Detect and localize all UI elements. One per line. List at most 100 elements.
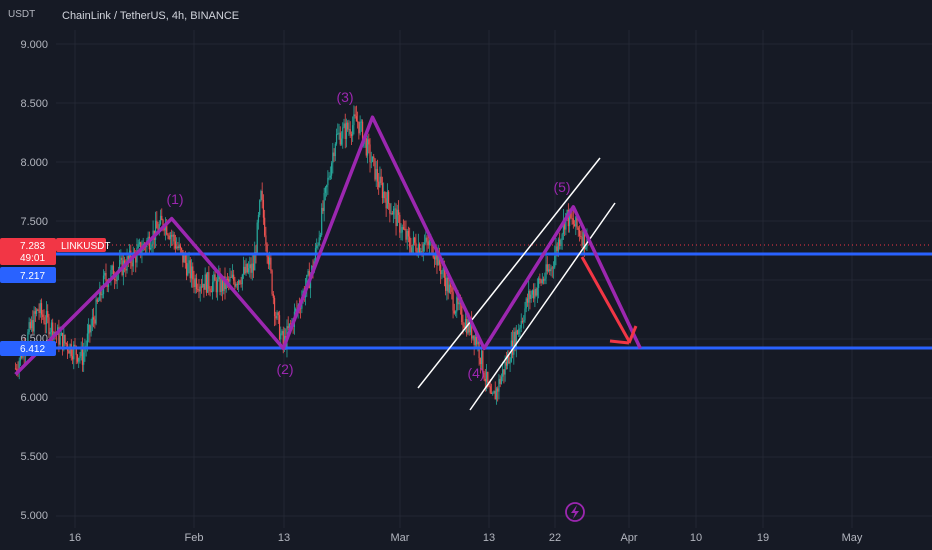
candle-body [209, 288, 211, 292]
candle-body [545, 264, 547, 279]
candle-body [202, 283, 204, 287]
candle-body [334, 143, 336, 157]
channel-upper-line[interactable] [417, 157, 601, 389]
candle-body [151, 244, 153, 248]
level-lower-badge[interactable]: 6.412 [0, 341, 56, 356]
candle-body [195, 278, 198, 290]
candle-body [99, 287, 101, 301]
candle-body [343, 123, 345, 128]
candle-body [244, 266, 246, 274]
candle-body [288, 323, 291, 329]
candle-body [190, 266, 193, 279]
candle-body [487, 371, 489, 384]
candle-body [270, 257, 272, 271]
candle-body [135, 254, 137, 263]
candle-body [464, 318, 467, 328]
last-price-badge[interactable]: 7.283 49:01 [0, 238, 56, 265]
candle-body [585, 247, 587, 250]
candle-body [211, 282, 214, 293]
candle-body [480, 350, 483, 365]
candle-body [539, 278, 541, 280]
y-tick-label: 5.500 [20, 451, 48, 463]
candle-body [280, 333, 282, 340]
candle-body [482, 350, 484, 373]
candle-body [260, 191, 262, 201]
candle-body [70, 344, 72, 357]
candle-body [318, 237, 320, 245]
candle-body [500, 376, 503, 384]
candle-body [172, 234, 174, 237]
candle-body [514, 331, 516, 348]
candle-body [410, 247, 412, 253]
candle-body [89, 324, 91, 333]
symbol-title[interactable]: ChainLink / TetherUS, 4h, BINANCE [62, 10, 239, 22]
candle-body [73, 344, 75, 360]
chart-grid [56, 30, 932, 528]
candle-body [42, 314, 44, 318]
elliott-wave-line[interactable] [14, 115, 642, 376]
candle-body [220, 279, 222, 293]
candle-body [185, 262, 188, 276]
candle-body [498, 378, 500, 392]
candle-body [223, 276, 225, 291]
candle-body [544, 278, 546, 281]
candle-body [441, 271, 443, 275]
candle-body [457, 297, 459, 305]
candle-body [38, 310, 40, 314]
candle-body [266, 244, 268, 258]
candle-body [91, 317, 93, 326]
projection-arrow[interactable] [580, 256, 638, 345]
countdown-value: 49:01 [20, 253, 45, 264]
candle-body [339, 132, 341, 145]
candle-body [490, 392, 493, 394]
candle-body [354, 114, 356, 117]
candle-body [451, 287, 453, 292]
candle-body [184, 255, 186, 263]
candle-body [158, 224, 160, 233]
candle-body [468, 319, 470, 333]
candle-body [526, 298, 529, 303]
candle-body [251, 263, 253, 273]
candle-body [353, 114, 355, 126]
candle-body [337, 133, 339, 135]
candle-body [488, 383, 490, 387]
candle-body [181, 248, 183, 250]
x-tick-label: Apr [620, 532, 637, 544]
candle-body [392, 208, 395, 215]
level-upper-badge[interactable]: 7.217 [0, 267, 56, 283]
candle-body [34, 311, 36, 314]
candle-body [48, 317, 50, 335]
candle-body [322, 207, 324, 212]
candle-body [29, 322, 31, 329]
channel-lower-line[interactable] [469, 202, 616, 411]
candle-body [453, 310, 455, 314]
candle-body [161, 215, 163, 221]
candle-body [390, 213, 392, 214]
candle-body [400, 232, 402, 234]
candle-body [472, 335, 474, 339]
lightning-icon[interactable] [565, 502, 585, 522]
candle-body [277, 312, 279, 316]
candle-body [427, 241, 429, 246]
candle-body [306, 275, 308, 289]
candle-body [340, 138, 343, 145]
candle-body [556, 246, 558, 251]
candle-body [381, 182, 384, 199]
candle-body [231, 274, 234, 278]
candle-body [71, 356, 74, 360]
candle-body [27, 332, 29, 346]
candle-body [257, 214, 260, 223]
symbol-badge[interactable]: LINKUSDT [56, 238, 110, 252]
candle-body [250, 264, 252, 273]
candle-body [254, 252, 256, 271]
candle-body [384, 191, 386, 199]
candle-body [573, 224, 576, 227]
candle-body [443, 268, 445, 278]
candle-body [396, 209, 398, 226]
candle-body [519, 327, 521, 330]
candle-body [319, 234, 322, 238]
candle-body [578, 230, 581, 237]
candle-body [335, 134, 338, 144]
candle-body [192, 266, 194, 280]
